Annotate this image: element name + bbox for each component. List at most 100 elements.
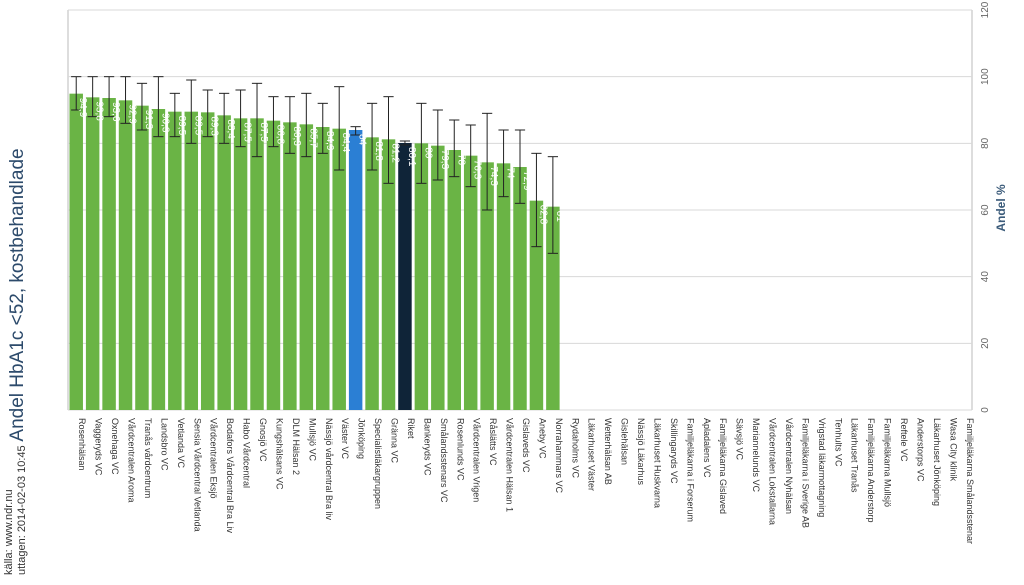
y-tick-label: 100 — [980, 68, 991, 85]
category-label: Sensia Vårdcentral Vetlanda — [192, 418, 202, 532]
category-label: Rosenhälsan — [77, 418, 87, 471]
value-label: 94,9 — [77, 98, 88, 118]
bar — [529, 200, 544, 410]
category-label: Landsbro VC — [159, 418, 169, 471]
value-label: 85,7 — [307, 128, 318, 148]
value-label: 86,8 — [274, 125, 285, 145]
value-label: 91,3 — [143, 110, 154, 130]
bar — [118, 100, 133, 410]
value-label: 72,9 — [521, 171, 532, 191]
category-label: Bankeryds VC — [422, 418, 432, 476]
category-label: Kungshälsans VC — [274, 418, 284, 490]
category-label: Tenhults VC — [833, 418, 843, 467]
value-label-layer: 94,9 93,8 93,6 92,9 91,3 90,3 89,5 89,5 89,3 88,4… — [77, 98, 565, 225]
bar — [365, 137, 379, 411]
bar — [414, 143, 429, 411]
category-label: Reftele VC — [899, 418, 909, 462]
bar — [398, 143, 412, 410]
category-label: DLM Hälsan 2 — [291, 418, 301, 475]
bar — [283, 122, 297, 410]
category-label: Gislehälsan — [620, 418, 630, 465]
bar — [546, 206, 560, 410]
category-label: Mariannelunds VC — [751, 418, 761, 493]
bar — [381, 139, 396, 411]
bar — [200, 112, 215, 410]
category-label: Vetlanda VC — [176, 418, 186, 469]
category-label: Sävsjö VC — [735, 418, 745, 461]
bar — [447, 150, 461, 410]
category-label: Bodafors Vårdcentral Bra Liv — [225, 418, 235, 534]
value-label: 87,5 — [242, 122, 253, 142]
error-bar-layer — [71, 76, 558, 254]
y-tick-label: 80 — [980, 137, 991, 149]
value-label: 80 — [422, 147, 433, 159]
y-tick-layer: 0 20 40 60 80 100 120 — [980, 1, 991, 413]
value-label: 89,5 — [176, 116, 187, 136]
category-label: Läkarhuset Tranås — [850, 418, 860, 493]
value-label: 76,3 — [472, 160, 483, 180]
bar — [496, 163, 511, 410]
category-label: Gränna VC — [390, 418, 400, 464]
category-label: Vårdcentralen Hälsan 1 — [505, 418, 515, 512]
value-label: 89,3 — [209, 116, 220, 136]
value-label: 88,4 — [225, 119, 236, 139]
bar — [431, 145, 445, 410]
bar — [332, 128, 346, 410]
category-label: Anderstorps VC — [915, 418, 925, 482]
bar-layer — [69, 93, 560, 411]
category-label: Skillingaryds VC — [669, 418, 679, 484]
bar — [102, 98, 116, 410]
category-label: Råslätts VC — [488, 418, 498, 466]
bar — [135, 105, 149, 411]
category-label: Tranås vårdcentrum — [143, 418, 153, 498]
category-label: Vårdcentralen Aroma — [127, 418, 137, 503]
category-label: Vrigstad läkarmottagning — [817, 418, 827, 517]
category-label: Familjeläkarna Smålandsstenar — [965, 418, 975, 544]
category-label: Familjeläkarna Gislaved — [718, 418, 728, 514]
category-label: Specialistläkargruppen — [373, 418, 383, 509]
category-label: Gislaveds VC — [521, 418, 531, 473]
category-label: Aneby VC — [537, 418, 547, 459]
bar — [184, 111, 199, 411]
category-label: Läkarhuset Väster — [587, 418, 597, 491]
category-label: Vårdcentralen Eksjö — [209, 418, 219, 499]
category-label: Rydaholms VC — [570, 418, 580, 479]
value-label: 84 — [357, 134, 368, 146]
value-label: 84,4 — [340, 133, 351, 153]
bar — [151, 109, 166, 410]
y-tick-label: 120 — [980, 1, 991, 18]
value-label: 62,8 — [537, 205, 548, 225]
category-label: Jönköping — [357, 418, 367, 459]
y-tick-label: 20 — [980, 337, 991, 349]
value-label: 81,2 — [390, 143, 401, 163]
category-label: Familjeläkarna Mullsjö — [883, 418, 893, 507]
category-label: Habo Vårdcentral — [242, 418, 252, 488]
bar — [480, 162, 494, 410]
category-label: Smålandsstenars VC — [439, 418, 449, 503]
bar — [85, 97, 100, 410]
category-label: Mullsjö VC — [307, 418, 317, 462]
category-label: Familjeläkarna i Forserum — [685, 418, 695, 522]
category-label: Läkarhuset Huskvarna — [652, 418, 662, 508]
bar — [513, 167, 527, 410]
category-label: Riket — [406, 418, 416, 439]
value-label: 92,9 — [127, 104, 138, 124]
category-label: Vårdcentralen Nyhälsan — [784, 418, 794, 514]
category-label: Väster VC — [340, 418, 350, 460]
value-label: 81,8 — [373, 141, 384, 161]
bar — [348, 130, 363, 410]
category-label: Rosenlunds VC — [455, 418, 465, 481]
y-tick-label: 0 — [980, 407, 991, 413]
y-tick-label: 40 — [980, 271, 991, 283]
chart-title: Andel HbA1c <52, kostbehandlade — [7, 148, 28, 441]
value-label: 78 — [455, 154, 466, 166]
category-label: Nässjö Läkarhus — [636, 418, 646, 486]
value-label: 90,3 — [159, 113, 170, 133]
category-label: Norrahammars VC — [554, 418, 564, 494]
bar — [316, 127, 330, 410]
category-label: Wasa City klinik — [948, 418, 958, 482]
value-label: 89,5 — [192, 116, 203, 136]
value-label: 93,6 — [110, 102, 121, 122]
